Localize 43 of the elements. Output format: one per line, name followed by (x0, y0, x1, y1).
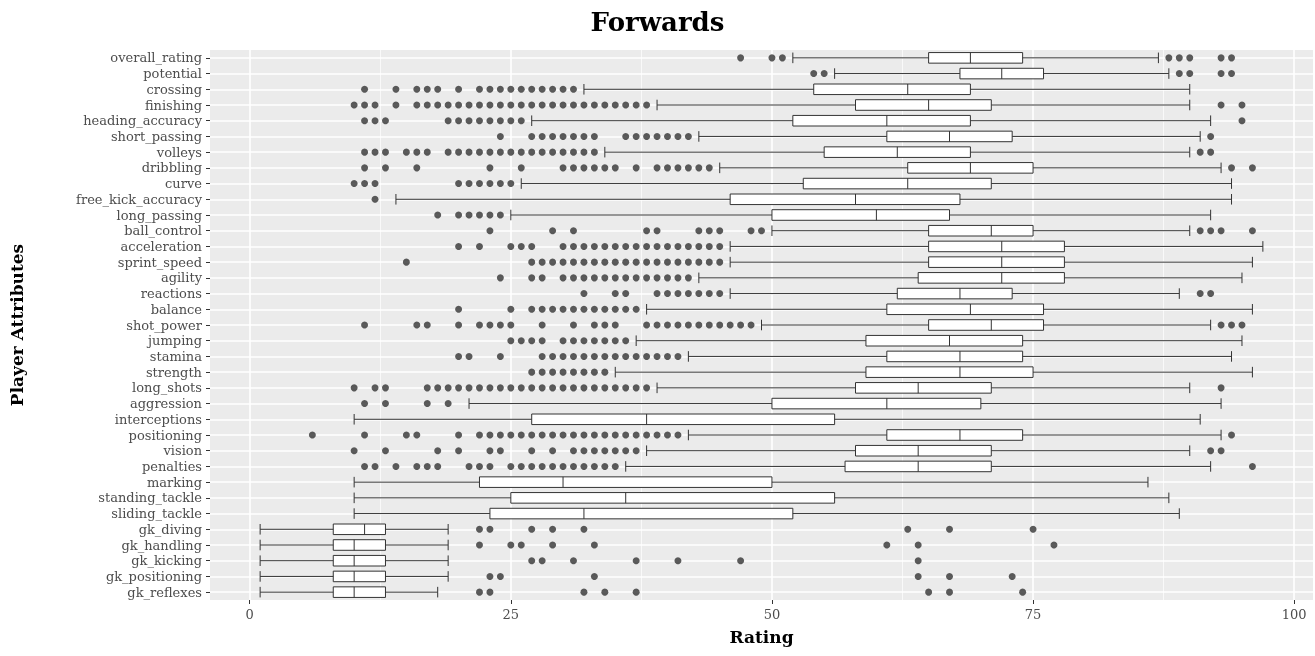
y-tick-label: gk_diving (138, 521, 202, 537)
y-tick-label: curve (165, 176, 203, 192)
y-tick-label: strength (145, 364, 203, 380)
y-tick-label: heading_accuracy (83, 113, 203, 129)
y-tick-label: stamina (149, 348, 203, 364)
y-axis-title: Player Attributes (6, 243, 27, 407)
y-tick-label: vision (162, 443, 203, 459)
y-tick-label: finishing (144, 97, 202, 113)
y-tick-label: agility (160, 270, 203, 286)
y-tick-label: free_kick_accuracy (76, 191, 203, 207)
y-tick-label: overall_rating (110, 50, 202, 66)
x-axis-title: Rating (729, 626, 794, 647)
y-tick-label: balance (150, 301, 203, 317)
y-tick-label: ball_control (124, 223, 202, 239)
y-tick-label: acceleration (120, 238, 203, 254)
y-tick-label: gk_handling (121, 537, 202, 553)
y-tick-label: penalties (141, 458, 202, 474)
y-tick-label: long_shots (132, 380, 202, 396)
y-tick-label: gk_kicking (131, 553, 202, 569)
y-tick-label: volleys (155, 144, 202, 160)
y-tick-label: standing_tackle (98, 490, 203, 506)
y-tick-label: potential (143, 66, 202, 82)
y-tick-label: crossing (146, 81, 202, 97)
x-tick-label: 100 (1281, 607, 1307, 622)
y-tick-label: interceptions (114, 411, 202, 427)
y-tick-label: positioning (128, 427, 202, 443)
x-tick-label: 0 (245, 607, 254, 622)
y-tick-label: gk_positioning (105, 568, 202, 584)
x-tick-label: 50 (763, 607, 781, 622)
x-tick-label: 25 (502, 607, 520, 622)
y-tick-label: shot_power (126, 317, 203, 333)
y-tick-label: marking (146, 474, 202, 490)
y-tick-label: long_passing (116, 207, 202, 223)
y-tick-label: short_passing (110, 128, 202, 144)
x-tick-label: 75 (1024, 607, 1042, 622)
chart-title: Forwards (590, 7, 725, 37)
y-tick-label: jumping (146, 333, 202, 349)
y-tick-label: sliding_tackle (111, 506, 203, 522)
y-tick-label: sprint_speed (117, 254, 202, 270)
y-tick-label: reactions (140, 286, 202, 302)
y-tick-label: dribbling (141, 160, 202, 176)
y-tick-label: gk_reflexes (127, 584, 202, 600)
y-tick-label: aggression (129, 396, 203, 412)
